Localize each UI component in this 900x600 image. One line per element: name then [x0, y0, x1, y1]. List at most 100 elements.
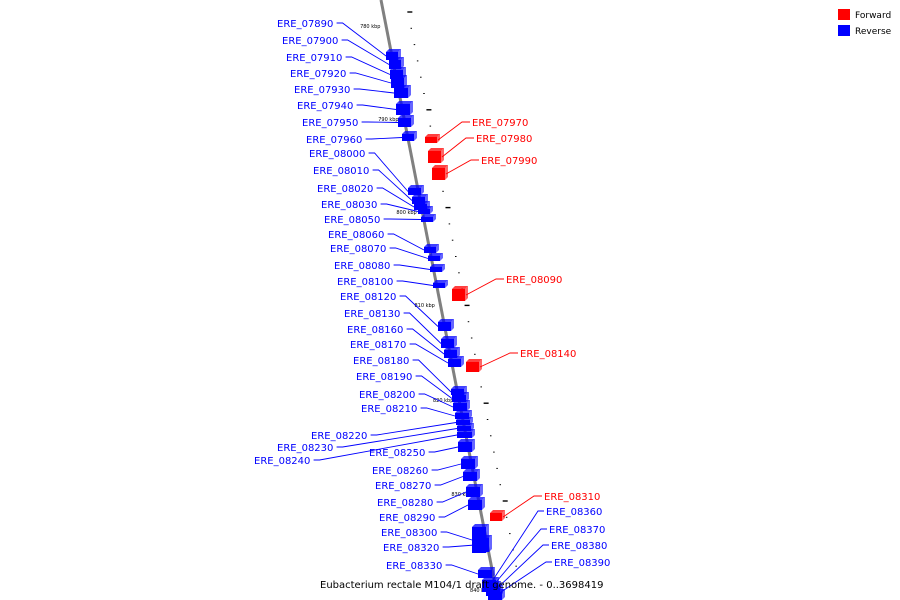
gene-block-ere-08190[interactable]	[452, 395, 466, 402]
gene-label-ere-08250[interactable]: ERE_08250	[369, 448, 425, 459]
gene-label-ere-08170[interactable]: ERE_08170	[350, 340, 406, 351]
gene-block-ere-08250[interactable]	[458, 442, 472, 452]
gene-block-ere-08280[interactable]	[466, 487, 480, 497]
gene-block-top-ere-08180	[451, 386, 467, 389]
gene-label-ere-07910[interactable]: ERE_07910	[286, 53, 342, 64]
leader-line	[465, 278, 504, 296]
gene-block-ere-08220[interactable]	[456, 420, 470, 425]
gene-block-ere-08080[interactable]	[430, 267, 442, 272]
gene-block-ere-08000[interactable]	[408, 188, 421, 195]
gene-block-ere-07980[interactable]	[428, 151, 441, 163]
gene-label-ere-08140[interactable]: ERE_08140	[520, 349, 576, 360]
gene-label-ere-08050[interactable]: ERE_08050	[324, 215, 380, 226]
gene-block-ere-08230[interactable]	[457, 426, 471, 431]
gene-block-ere-08290[interactable]	[468, 500, 482, 510]
gene-block-ere-08170[interactable]	[448, 359, 461, 367]
gene-block-ere-08070[interactable]	[428, 256, 440, 261]
gene-label-ere-08010[interactable]: ERE_08010	[313, 166, 369, 177]
gene-block-ere-08210[interactable]	[455, 413, 469, 419]
gene-label-ere-08210[interactable]: ERE_08210	[361, 404, 417, 415]
gene-label-ere-08200[interactable]: ERE_08200	[359, 390, 415, 401]
gene-block-ere-07990[interactable]	[432, 168, 445, 180]
gene-block-top-ere-07970	[425, 134, 440, 137]
gene-block-ere-08010[interactable]	[412, 197, 425, 204]
leader-line	[403, 312, 442, 344]
gene-label-ere-08280[interactable]: ERE_08280	[377, 498, 433, 509]
gene-label-ere-08290[interactable]: ERE_08290	[379, 513, 435, 524]
gene-label-ere-07990[interactable]: ERE_07990	[481, 156, 537, 167]
gene-block-ere-08050[interactable]	[421, 217, 433, 222]
gene-label-ere-08060[interactable]: ERE_08060	[328, 230, 384, 241]
gene-block-ere-07890[interactable]	[386, 52, 398, 60]
gene-label-ere-08260[interactable]: ERE_08260	[372, 466, 428, 477]
gene-label-ere-08000[interactable]: ERE_08000	[309, 149, 365, 160]
gene-block-ere-07900[interactable]	[389, 60, 401, 69]
leader-line	[428, 446, 459, 453]
leader-line	[479, 352, 518, 368]
gene-block-ere-08100[interactable]	[433, 283, 445, 288]
scale-label: 780 kbp	[360, 24, 380, 30]
gene-block-top-ere-08130	[441, 336, 457, 339]
gene-label-ere-08330[interactable]: ERE_08330	[386, 561, 442, 572]
gene-label-ere-08030[interactable]: ERE_08030	[321, 200, 377, 211]
gene-block-ere-08140[interactable]	[466, 362, 479, 372]
gene-label-ere-08180[interactable]: ERE_08180	[353, 356, 409, 367]
gene-label-ere-08160[interactable]: ERE_08160	[347, 325, 403, 336]
gene-label-ere-08240[interactable]: ERE_08240	[254, 456, 310, 467]
gene-label-ere-07940[interactable]: ERE_07940	[297, 101, 353, 112]
gene-label-ere-07900[interactable]: ERE_07900	[282, 36, 338, 47]
gene-label-ere-07950[interactable]: ERE_07950	[302, 118, 358, 129]
gene-block-ere-08120[interactable]	[438, 322, 451, 331]
gene-label-ere-08120[interactable]: ERE_08120	[340, 292, 396, 303]
gene-label-ere-08320[interactable]: ERE_08320	[383, 543, 439, 554]
leader-line	[490, 528, 547, 589]
gene-block-ere-07910[interactable]	[390, 70, 403, 79]
gene-block-ere-07960[interactable]	[402, 134, 414, 141]
gene-block-ere-08270[interactable]	[463, 472, 477, 481]
gene-block-ere-08090[interactable]	[452, 289, 465, 301]
gene-block-ere-07970[interactable]	[425, 137, 437, 143]
gene-block-ere-08060[interactable]	[424, 247, 436, 253]
gene-label-ere-08360[interactable]: ERE_08360	[546, 507, 602, 518]
gene-label-ere-08230[interactable]: ERE_08230	[277, 443, 333, 454]
gene-block-ere-08130[interactable]	[441, 339, 454, 348]
gene-label-ere-07930[interactable]: ERE_07930	[294, 85, 350, 96]
gene-block-top-ere-08330	[478, 567, 495, 570]
gene-block-top-ere-07990	[432, 165, 448, 168]
gene-block-ere-08240[interactable]	[457, 432, 472, 438]
gene-label-ere-07920[interactable]: ERE_07920	[290, 69, 346, 80]
gene-label-ere-08100[interactable]: ERE_08100	[337, 277, 393, 288]
gene-block-ere-07930[interactable]	[394, 88, 408, 98]
gene-label-ere-07980[interactable]: ERE_07980	[476, 134, 532, 145]
gene-block-ere-08390[interactable]	[488, 592, 502, 600]
gene-label-ere-07960[interactable]: ERE_07960	[306, 135, 362, 146]
gene-block-ere-07940[interactable]	[396, 104, 410, 115]
gene-block-ere-08260[interactable]	[461, 459, 475, 469]
gene-label-ere-08080[interactable]: ERE_08080	[334, 261, 390, 272]
gene-label-ere-08020[interactable]: ERE_08020	[317, 184, 373, 195]
gene-label-ere-08220[interactable]: ERE_08220	[311, 431, 367, 442]
leader-line	[415, 375, 453, 399]
gene-label-ere-07890[interactable]: ERE_07890	[277, 19, 333, 30]
gene-block-ere-07920[interactable]	[391, 78, 404, 88]
gene-label-ere-08310[interactable]: ERE_08310	[544, 492, 600, 503]
gene-block-ere-08160[interactable]	[444, 350, 457, 358]
gene-block-ere-08200[interactable]	[453, 403, 467, 411]
gene-block-ere-08320[interactable]	[475, 538, 489, 552]
gene-label-ere-08300[interactable]: ERE_08300	[381, 528, 437, 539]
gene-label-ere-08370[interactable]: ERE_08370	[549, 525, 605, 536]
leader-line	[488, 510, 544, 587]
gene-label-ere-08380[interactable]: ERE_08380	[551, 541, 607, 552]
gene-block-ere-07950[interactable]	[398, 118, 411, 127]
gene-label-ere-07970[interactable]: ERE_07970	[472, 118, 528, 129]
gene-label-ere-08090[interactable]: ERE_08090	[506, 275, 562, 286]
gene-label-ere-08190[interactable]: ERE_08190	[356, 372, 412, 383]
leader-line	[372, 169, 413, 201]
gene-block-ere-08330[interactable]	[478, 570, 492, 578]
gene-label-ere-08130[interactable]: ERE_08130	[344, 309, 400, 320]
gene-label-ere-08070[interactable]: ERE_08070	[330, 244, 386, 255]
gene-label-ere-08270[interactable]: ERE_08270	[375, 481, 431, 492]
gene-label-ere-08390[interactable]: ERE_08390	[554, 558, 610, 569]
gene-block-ere-08030[interactable]	[418, 209, 430, 214]
gene-block-ere-08310[interactable]	[490, 513, 502, 521]
